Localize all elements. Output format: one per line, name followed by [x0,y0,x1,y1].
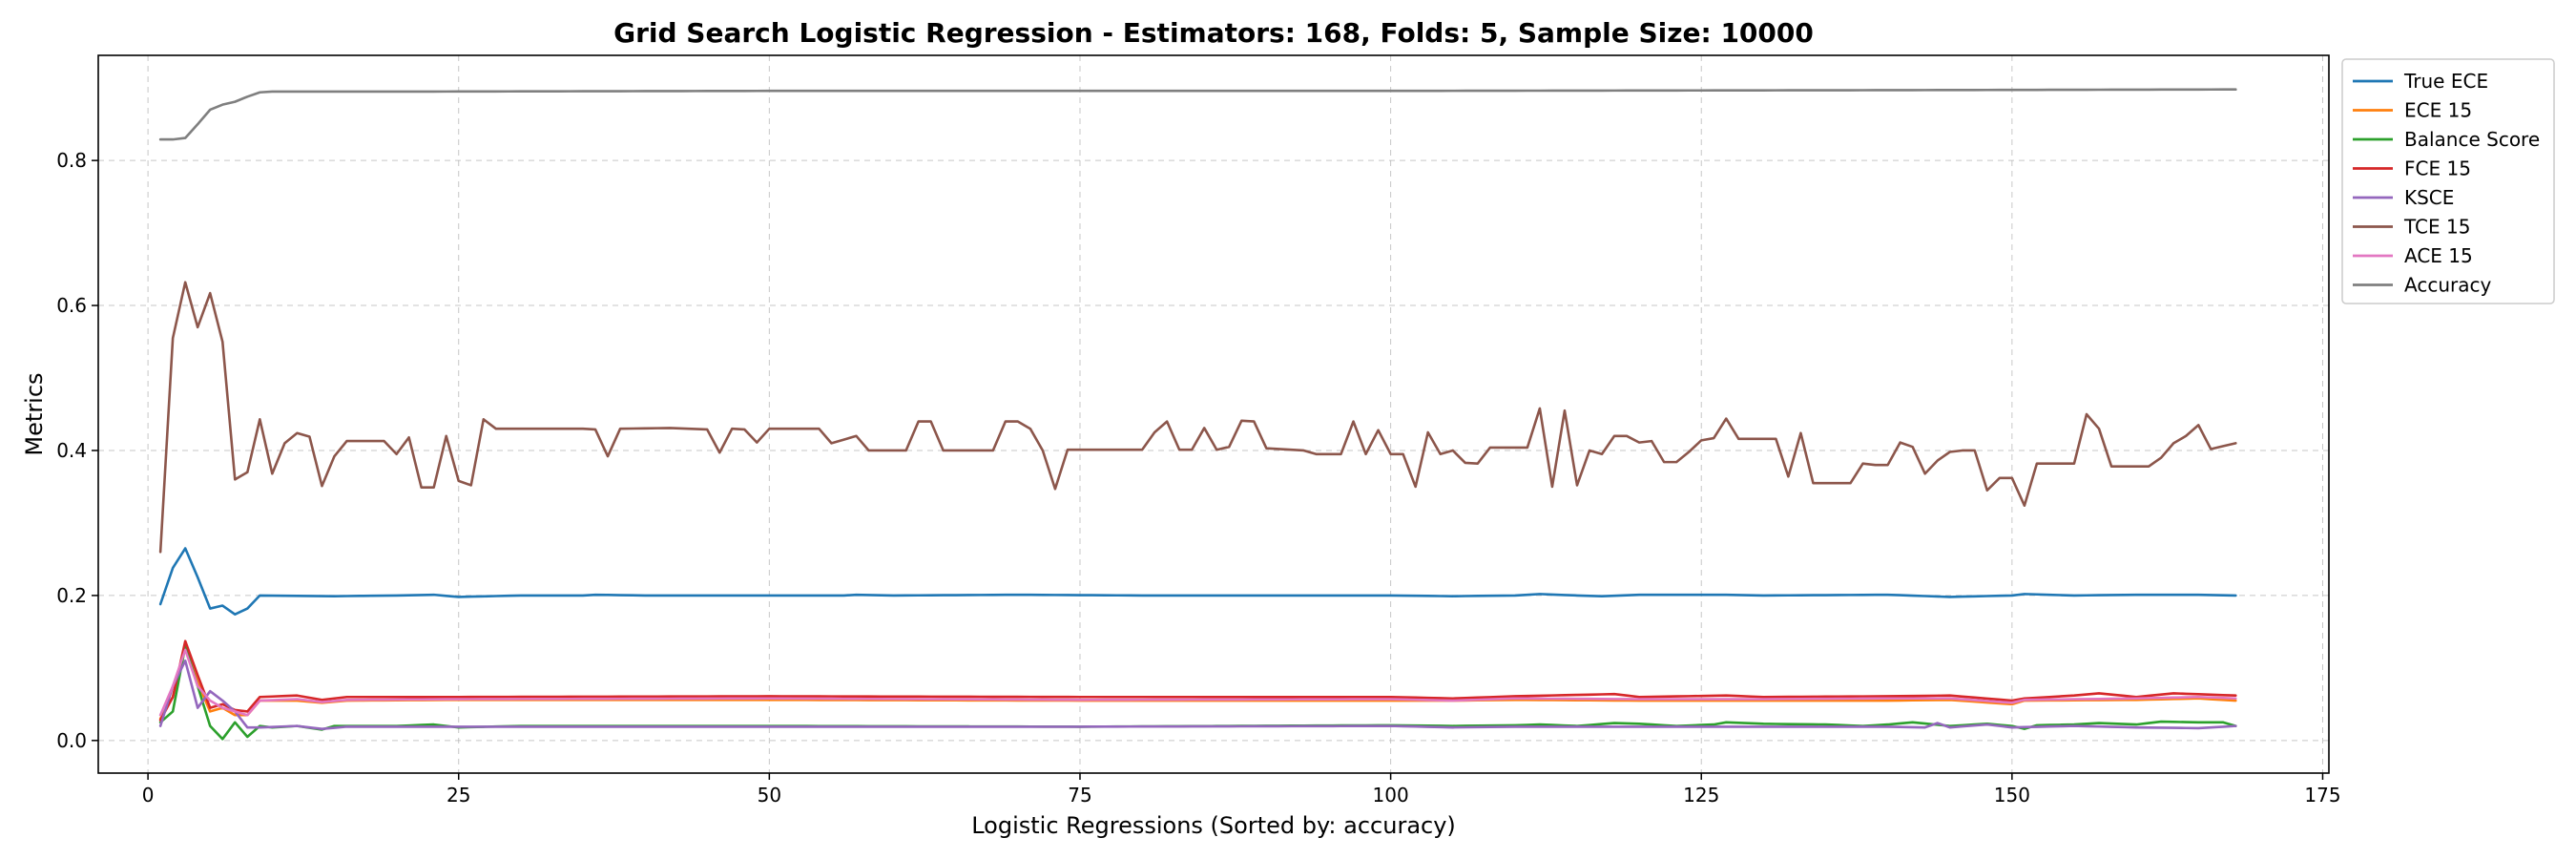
series-line-ksce [158,659,2237,730]
x-tick-label: 175 [2304,784,2340,807]
y-tick-label: 0.4 [56,439,87,462]
x-tick-label: 50 [758,784,781,807]
legend-label-accuracy: Accuracy [2404,274,2491,297]
y-tick-label: 0.0 [56,729,87,752]
x-tick-label: 75 [1068,784,1091,807]
x-tick-label: 150 [1994,784,2030,807]
y-axis-ticks: 0.0 0.2 0.4 0.6 0.8 [56,149,98,752]
x-tick-label: 25 [447,784,470,807]
y-tick-label: 0.8 [56,149,87,172]
legend-label-ksce: KSCE [2404,186,2454,209]
x-tick-label: 125 [1683,784,1719,807]
legend-label-fce-15: FCE 15 [2404,157,2471,180]
series-line-ace-15 [158,648,2237,717]
x-axis-label: Logistic Regressions (Sorted by: accurac… [971,812,1456,839]
series-lines [158,88,2237,741]
legend-label-ece-15: ECE 15 [2404,99,2472,122]
legend-label-true-ece: True ECE [2403,70,2488,93]
series-line-accuracy [158,88,2237,141]
chart-title: Grid Search Logistic Regression - Estima… [613,17,1814,49]
x-axis-ticks: 0 25 50 75 100 125 150 175 [142,773,2341,807]
series-line-fce-15 [158,639,2237,722]
y-tick-label: 0.2 [56,584,87,607]
legend-label-balance-score: Balance Score [2404,128,2540,151]
legend-frame [2341,58,2555,304]
y-tick-label: 0.6 [56,294,87,317]
plot-frame [97,54,2330,774]
x-tick-label: 0 [142,784,155,807]
legend-label-ace-15: ACE 15 [2404,244,2473,267]
legend: True ECE ECE 15 Balance Score FCE 15 KSCE TCE… [2341,58,2555,304]
legend-items: True ECE ECE 15 Balance Score FCE 15 KSCE TCE… [2353,70,2540,297]
legend-label-tce-15: TCE 15 [2403,216,2470,239]
series-line-tce-15 [158,281,2237,554]
y-axis-label: Metrics [21,372,48,455]
series-line-true-ece [158,547,2237,616]
grid-lines [98,55,2329,773]
x-tick-label: 100 [1373,784,1409,807]
